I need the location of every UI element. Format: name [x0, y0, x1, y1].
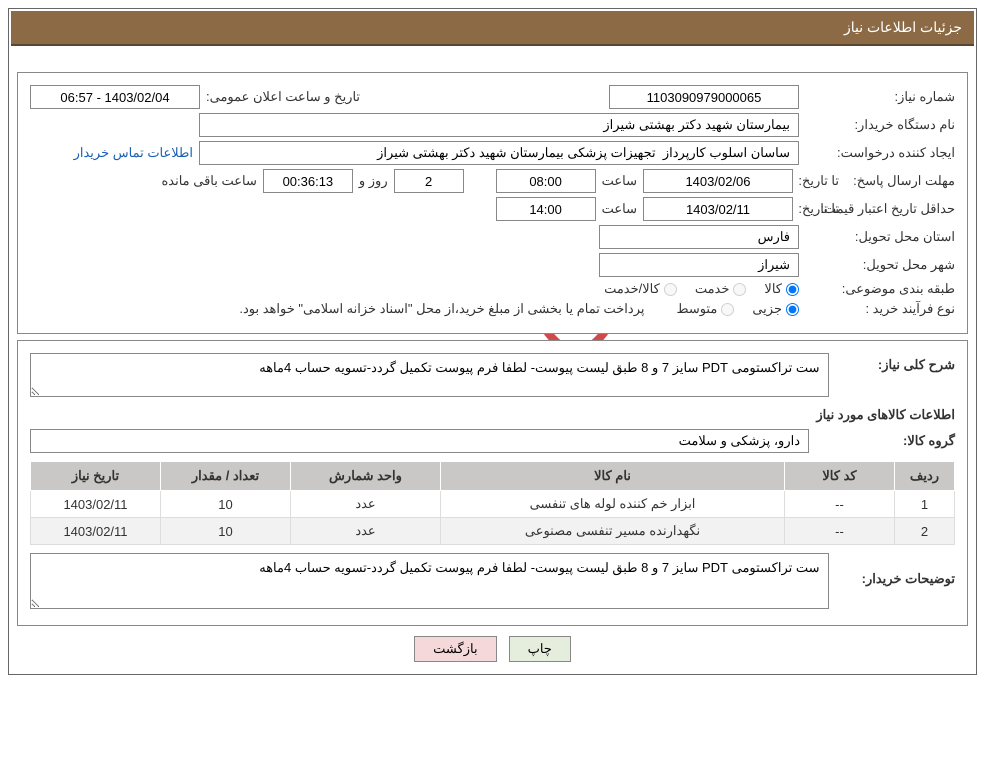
th-row: ردیف: [895, 462, 955, 491]
table-row: 2--نگهدارنده مسیر تنفسی مصنوعیعدد101403/…: [31, 518, 955, 545]
buyer-org-label: نام دستگاه خریدار:: [805, 117, 955, 133]
deadline-time-field[interactable]: [496, 169, 596, 193]
city-label: شهر محل تحویل:: [805, 257, 955, 273]
radio-goods-service[interactable]: کالا/خدمت: [604, 281, 677, 297]
title-bar: جزئیات اطلاعات نیاز: [11, 11, 974, 46]
cell-code: --: [785, 491, 895, 518]
radio-goods-input[interactable]: [786, 283, 799, 296]
buyer-org-field[interactable]: [199, 113, 799, 137]
main-panel: جزئیات اطلاعات نیاز شماره نیاز: تاریخ و …: [8, 8, 977, 675]
need-desc-label: شرح کلی نیاز:: [835, 353, 955, 373]
countdown-field[interactable]: [263, 169, 353, 193]
need-desc-field[interactable]: [30, 353, 829, 397]
purchase-type-radios: جزیی متوسط: [676, 301, 799, 317]
cell-code: --: [785, 518, 895, 545]
items-info-heading: اطلاعات کالاهای مورد نیاز: [816, 407, 955, 423]
radio-partial-label: جزیی: [752, 301, 782, 317]
table-row: 1--ابزار خم کننده لوله های تنفسیعدد10140…: [31, 491, 955, 518]
button-row: چاپ بازگشت: [11, 636, 974, 662]
announce-dt-field[interactable]: [30, 85, 200, 109]
validity-date-field[interactable]: [643, 197, 793, 221]
time-label-1: ساعت: [602, 173, 637, 189]
until-date-label-2: تا تاریخ:: [799, 201, 839, 217]
time-label-2: ساعت: [602, 201, 637, 217]
buyer-notes-label: توضیحات خریدار:: [835, 553, 955, 587]
province-label: استان محل تحویل:: [805, 229, 955, 245]
print-button[interactable]: چاپ: [509, 636, 571, 662]
th-date: تاریخ نیاز: [31, 462, 161, 491]
subject-class-label: طبقه بندی موضوعی:: [805, 281, 955, 297]
time-remaining-label: ساعت باقی مانده: [161, 173, 256, 189]
goods-group-label: گروه کالا:: [815, 433, 955, 449]
cell-date: 1403/02/11: [31, 518, 161, 545]
title-text: جزئیات اطلاعات نیاز: [844, 19, 962, 35]
deadline-date-field[interactable]: [643, 169, 793, 193]
city-field[interactable]: [599, 253, 799, 277]
announce-dt-label: تاریخ و ساعت اعلان عمومی:: [206, 89, 360, 105]
cell-name: ابزار خم کننده لوله های تنفسی: [441, 491, 785, 518]
radio-service-input[interactable]: [733, 283, 746, 296]
cell-row: 2: [895, 518, 955, 545]
cell-row: 1: [895, 491, 955, 518]
radio-goods-service-label: کالا/خدمت: [604, 281, 660, 297]
subject-class-radios: کالا خدمت کالا/خدمت: [604, 281, 799, 297]
goods-group-field[interactable]: [30, 429, 809, 453]
days-and-label: روز و: [359, 173, 388, 189]
cell-name: نگهدارنده مسیر تنفسی مصنوعی: [441, 518, 785, 545]
cell-qty: 10: [161, 491, 291, 518]
radio-goods-service-input[interactable]: [664, 283, 677, 296]
until-date-label-1: تا تاریخ:: [799, 173, 839, 189]
radio-service-label: خدمت: [695, 281, 730, 297]
th-qty: تعداد / مقدار: [161, 462, 291, 491]
details-section: شماره نیاز: تاریخ و ساعت اعلان عمومی: نا…: [17, 72, 968, 334]
need-no-field[interactable]: [609, 85, 799, 109]
radio-partial[interactable]: جزیی: [752, 301, 799, 317]
radio-goods[interactable]: کالا: [764, 281, 799, 297]
radio-medium[interactable]: متوسط: [676, 301, 734, 317]
need-no-label: شماره نیاز:: [805, 89, 955, 105]
deadline-label: مهلت ارسال پاسخ:: [845, 173, 955, 189]
cell-unit: عدد: [291, 518, 441, 545]
cell-unit: عدد: [291, 491, 441, 518]
items-table: ردیف کد کالا نام کالا واحد شمارش تعداد /…: [30, 461, 955, 545]
cell-qty: 10: [161, 518, 291, 545]
th-unit: واحد شمارش: [291, 462, 441, 491]
requester-label: ایجاد کننده درخواست:: [805, 145, 955, 161]
purchase-type-label: نوع فرآیند خرید :: [805, 301, 955, 317]
province-field[interactable]: [599, 225, 799, 249]
items-section: شرح کلی نیاز: اطلاعات کالاهای مورد نیاز …: [17, 340, 968, 626]
validity-time-field[interactable]: [496, 197, 596, 221]
contact-link[interactable]: اطلاعات تماس خریدار: [74, 145, 193, 161]
days-left-field[interactable]: [394, 169, 464, 193]
radio-service[interactable]: خدمت: [695, 281, 747, 297]
th-code: کد کالا: [785, 462, 895, 491]
radio-medium-input[interactable]: [721, 303, 734, 316]
back-button[interactable]: بازگشت: [414, 636, 496, 662]
requester-field[interactable]: [199, 141, 799, 165]
buyer-notes-field[interactable]: [30, 553, 829, 609]
radio-medium-label: متوسط: [676, 301, 717, 317]
payment-note: پرداخت تمام یا بخشی از مبلغ خرید،از محل …: [239, 301, 644, 317]
radio-partial-input[interactable]: [786, 303, 799, 316]
cell-date: 1403/02/11: [31, 491, 161, 518]
th-name: نام کالا: [441, 462, 785, 491]
radio-goods-label: کالا: [764, 281, 782, 297]
